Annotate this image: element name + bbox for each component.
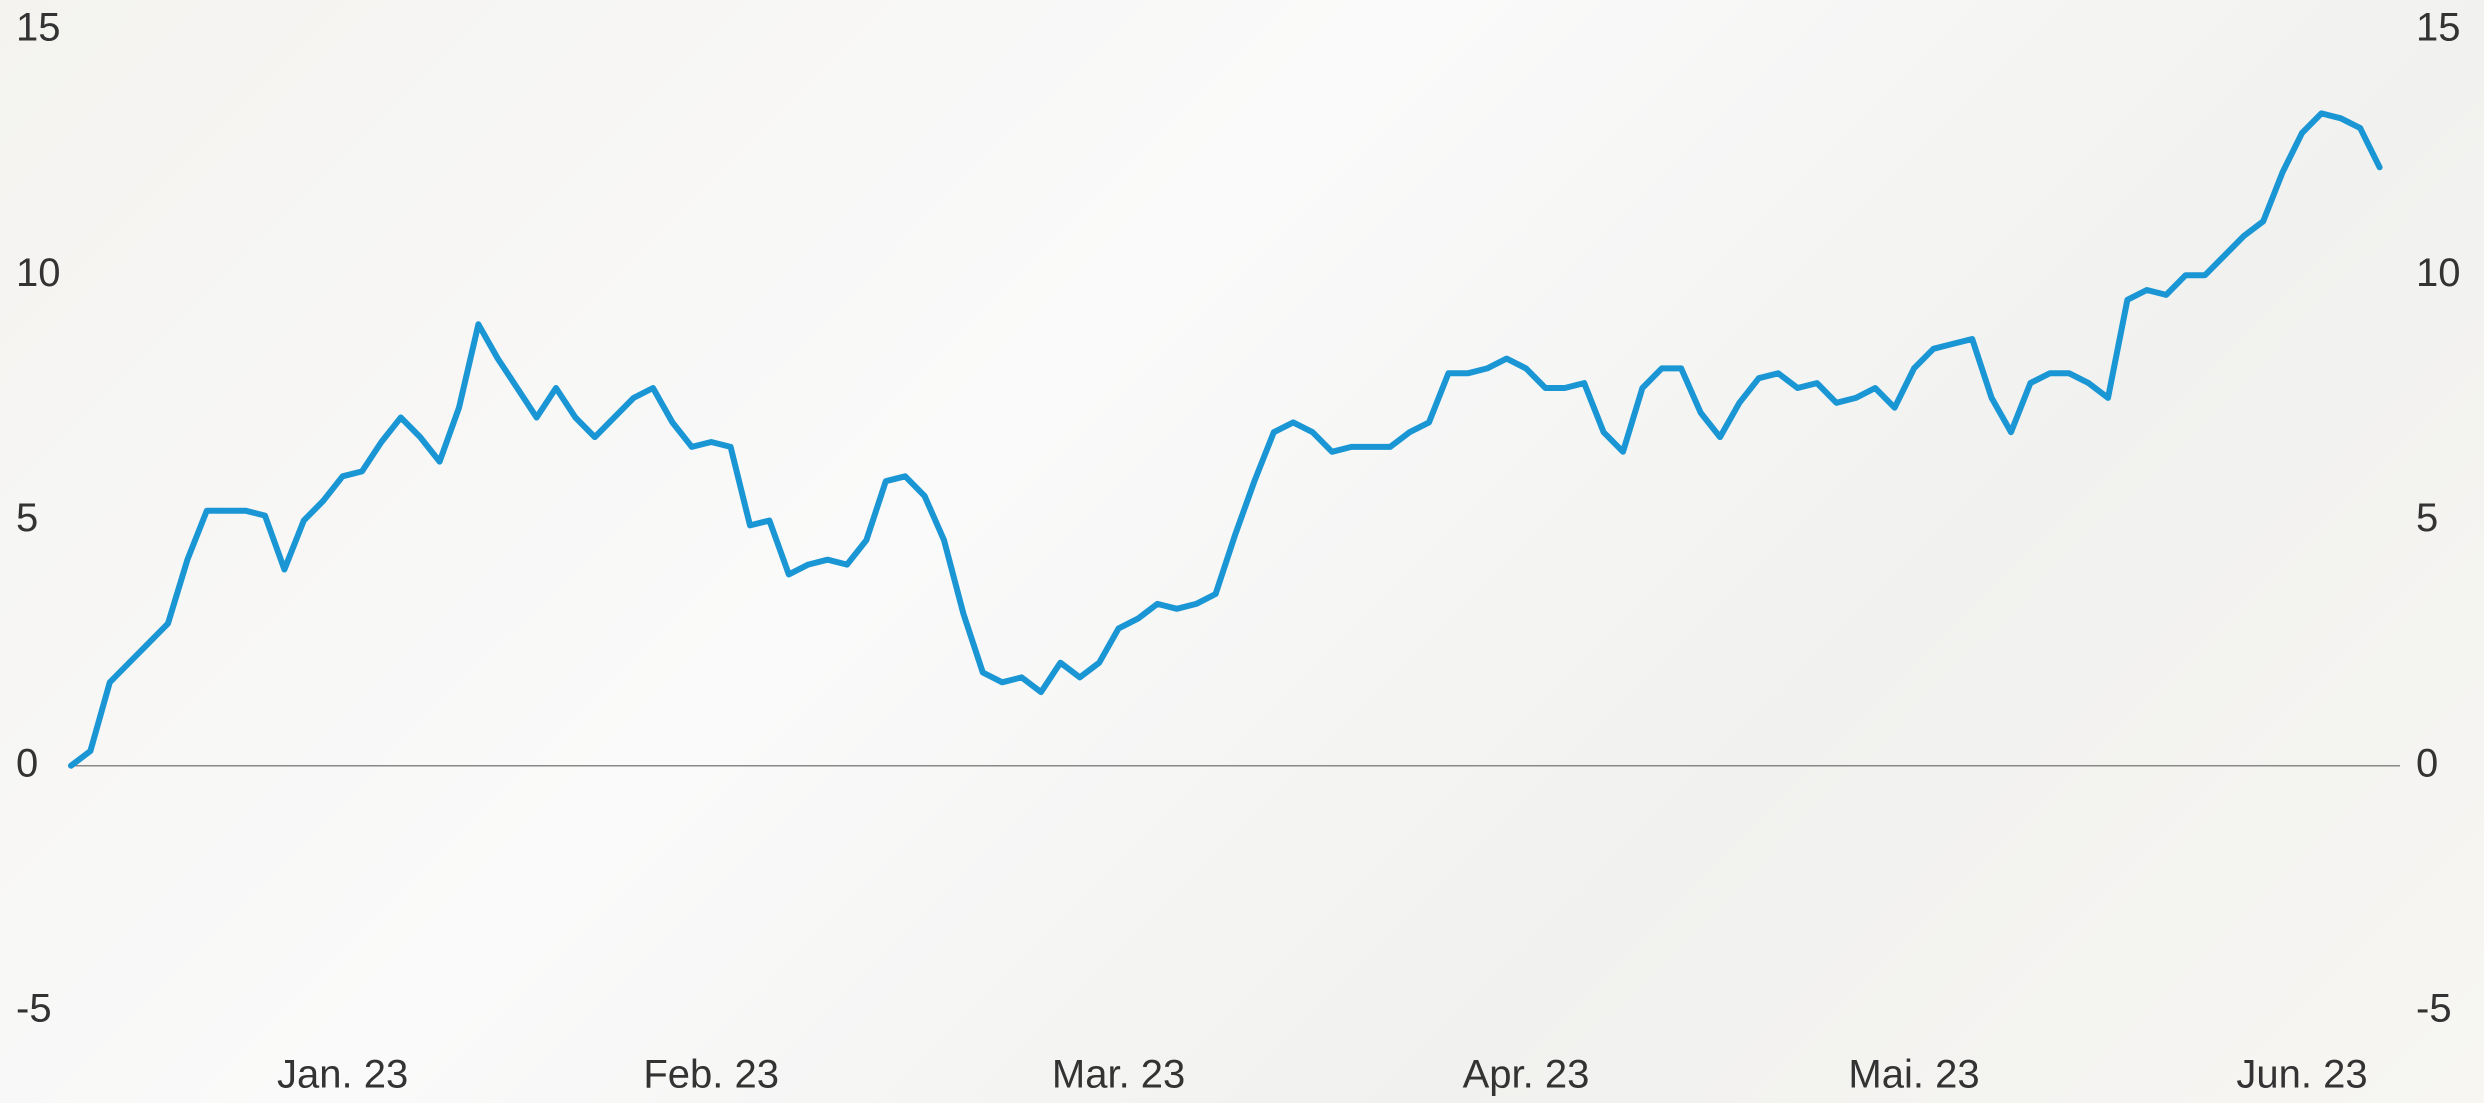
- y-tick-label: 0: [16, 741, 38, 785]
- y-tick-label: 5: [16, 496, 38, 540]
- x-tick-label: Mar. 23: [1052, 1053, 1185, 1097]
- x-tick-label: Mai. 23: [1848, 1053, 1979, 1097]
- y2-tick-label: 10: [2416, 251, 2461, 295]
- x-tick-label: Jun. 23: [2236, 1053, 2367, 1097]
- y-tick-label: -5: [16, 987, 52, 1031]
- y-tick-label: 10: [16, 251, 61, 295]
- x-tick-label: Jan. 23: [277, 1053, 408, 1097]
- y-tick-label: 15: [16, 6, 61, 50]
- series-line: [68, 110, 2383, 769]
- x-tick-label: Apr. 23: [1463, 1053, 1590, 1097]
- x-tick-label: Feb. 23: [643, 1053, 779, 1097]
- y2-tick-label: -5: [2416, 987, 2452, 1031]
- y2-tick-label: 5: [2416, 496, 2438, 540]
- y2-tick-label: 0: [2416, 741, 2438, 785]
- y2-tick-label: 15: [2416, 6, 2461, 50]
